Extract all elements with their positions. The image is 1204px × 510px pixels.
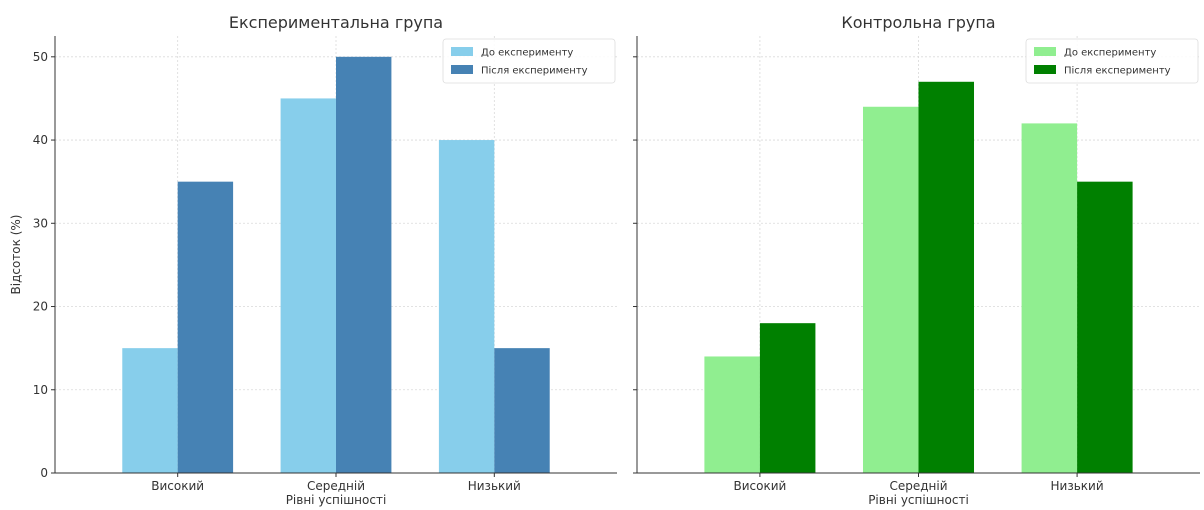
legend-label-0: До експерименту [481, 48, 573, 59]
bar-before-2 [438, 140, 495, 474]
x-tick-label: Середній [307, 479, 365, 493]
bar-after-0 [177, 181, 234, 473]
x-tick-label: Високий [733, 479, 786, 493]
bar-after-1 [918, 81, 975, 474]
x-tick-label: Середній [889, 479, 947, 493]
chart-title: Контрольна група [841, 13, 995, 32]
y-tick-label: 50 [33, 50, 48, 64]
x-tick-label: Низький [1051, 479, 1104, 493]
x-axis-label: Рівні успішності [286, 493, 387, 507]
y-tick-label: 30 [33, 216, 48, 230]
bar-before-0 [704, 356, 760, 473]
bar-after-0 [759, 323, 816, 473]
x-tick-label: Низький [468, 479, 521, 493]
legend-label-1: Після експерименту [481, 65, 588, 77]
x-tick-label: Високий [151, 479, 204, 493]
legend-box [442, 38, 616, 84]
experimental-group-chart: 0 10 20 30 40 50 Високий Середній Низький Експери… [9, 13, 617, 507]
legend-swatch-1 [1034, 65, 1056, 74]
y-axis-label: Відсоток (%) [9, 215, 23, 295]
bar-after-2 [1077, 181, 1133, 473]
chart-title: Експериментальна група [229, 13, 443, 32]
y-tick-label: 10 [33, 383, 48, 397]
y-tick-label: 20 [33, 300, 48, 314]
legend-swatch-0 [451, 47, 473, 56]
bar-before-1 [280, 98, 336, 473]
y-tick-label: 0 [40, 466, 48, 480]
bar-before-2 [1021, 123, 1078, 474]
legend-label-1: Після експерименту [1064, 65, 1171, 77]
legend-box [1025, 38, 1199, 84]
x-axis-label: Рівні успішності [868, 493, 969, 507]
bar-before-1 [862, 106, 919, 473]
control-group-chart: Високий Середній Низький Контрольна група Рі… [633, 13, 1200, 507]
legend-swatch-1 [451, 65, 473, 74]
legend-swatch-0 [1034, 47, 1056, 56]
bar-before-0 [122, 348, 178, 473]
bar-after-2 [494, 348, 550, 473]
bar-after-1 [336, 56, 392, 474]
legend-label-0: До експерименту [1064, 48, 1156, 59]
y-tick-label: 40 [33, 133, 48, 147]
